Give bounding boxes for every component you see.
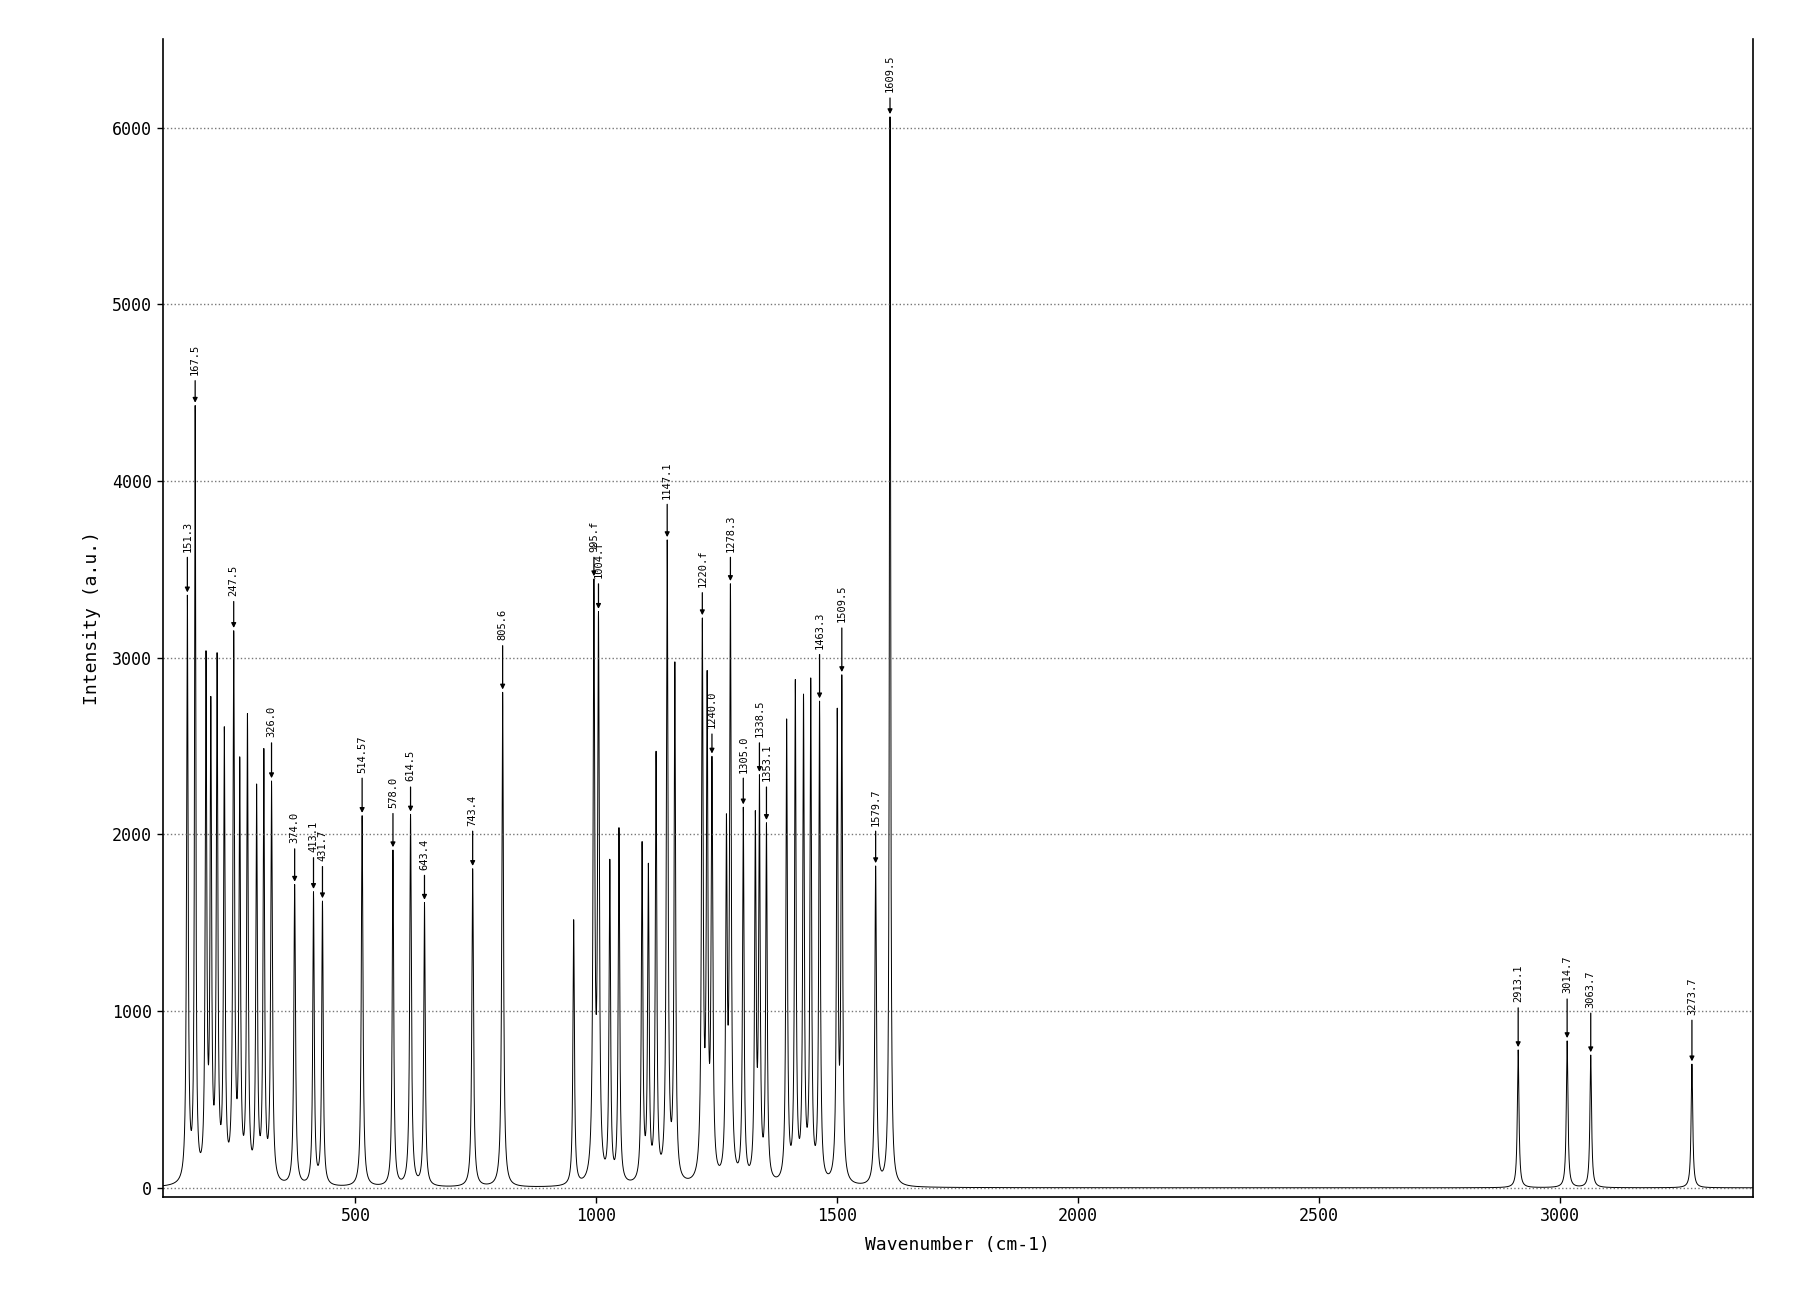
Text: 1579.7: 1579.7	[871, 788, 880, 861]
Text: 3063.7: 3063.7	[1587, 970, 1596, 1051]
Text: 151.3: 151.3	[183, 521, 192, 590]
Text: 2913.1: 2913.1	[1512, 965, 1523, 1045]
Text: 1353.1: 1353.1	[761, 744, 772, 818]
Text: 1220.f: 1220.f	[698, 550, 707, 614]
Text: 1004.f: 1004.f	[593, 540, 604, 608]
Text: 3273.7: 3273.7	[1688, 977, 1697, 1060]
Text: 413.1: 413.1	[309, 821, 318, 888]
Text: 1609.5: 1609.5	[885, 55, 894, 113]
Text: 431.7: 431.7	[318, 830, 327, 897]
X-axis label: Wavenumber (cm-1): Wavenumber (cm-1)	[866, 1236, 1050, 1255]
Text: 326.0: 326.0	[266, 706, 276, 777]
Text: 1278.3: 1278.3	[725, 514, 735, 580]
Text: 1240.0: 1240.0	[707, 690, 717, 752]
Text: 614.5: 614.5	[405, 751, 416, 810]
Text: 1338.5: 1338.5	[754, 700, 764, 771]
Text: 995.f: 995.f	[589, 521, 598, 575]
Text: 578.0: 578.0	[389, 777, 398, 846]
Text: 1305.0: 1305.0	[739, 735, 748, 803]
Text: 1147.1: 1147.1	[661, 462, 672, 535]
Text: 1509.5: 1509.5	[837, 585, 847, 671]
Text: 1463.3: 1463.3	[815, 611, 824, 697]
Text: 3014.7: 3014.7	[1561, 956, 1572, 1036]
Text: 514.57: 514.57	[358, 735, 367, 811]
Text: 247.5: 247.5	[229, 564, 239, 626]
Text: 643.4: 643.4	[419, 839, 430, 898]
Text: 374.0: 374.0	[289, 813, 300, 880]
Y-axis label: Intensity (a.u.): Intensity (a.u.)	[83, 531, 101, 705]
Text: 805.6: 805.6	[497, 609, 508, 688]
Text: 743.4: 743.4	[468, 794, 477, 864]
Text: 167.5: 167.5	[190, 345, 201, 401]
